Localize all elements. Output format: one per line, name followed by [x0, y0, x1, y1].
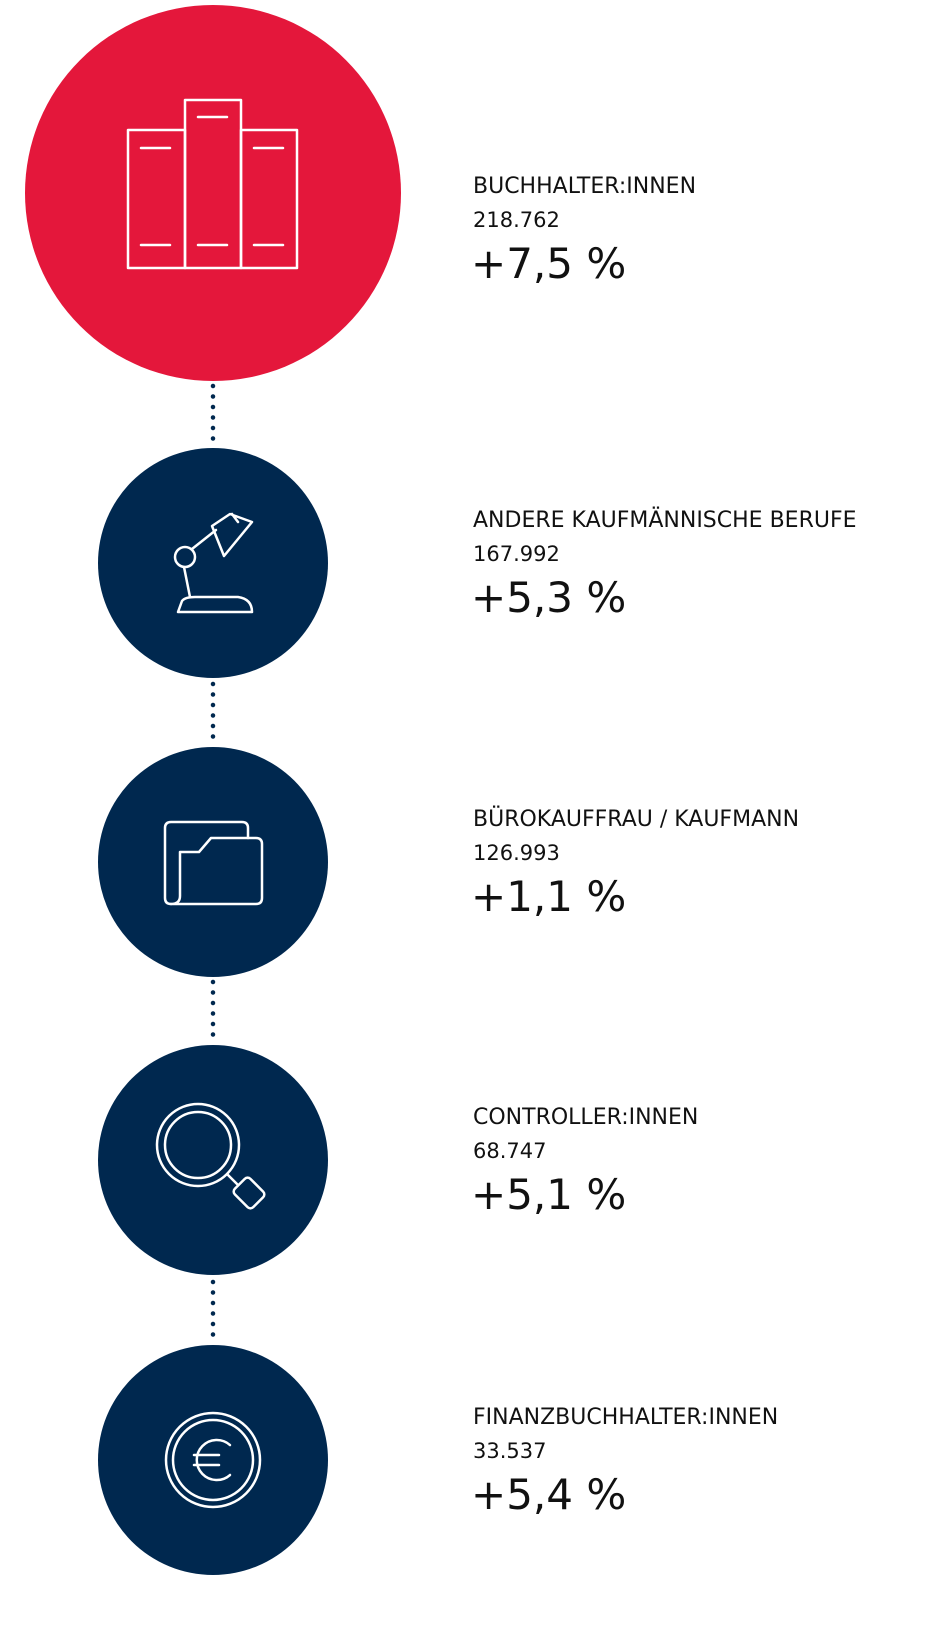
- change: +7,5 %: [471, 239, 626, 288]
- lamp-head: [210, 512, 254, 558]
- label: BÜROKAUFFRAU / KAUFMANN: [473, 806, 799, 832]
- binder-icon: [126, 98, 299, 270]
- circle: [98, 448, 328, 678]
- binder-lines: [139, 115, 285, 247]
- change: +1,1 %: [471, 872, 626, 921]
- label: BUCHHALTER:INNEN: [473, 174, 696, 199]
- label: ANDERE KAUFMÄNNISCHE BERUFE: [473, 507, 857, 533]
- label: FINANZBUCHHALTER:INNEN: [473, 1405, 778, 1430]
- count: 33.537: [473, 1439, 546, 1463]
- folder-back: [163, 820, 250, 906]
- magnifier-icon: [155, 1102, 266, 1210]
- lamp-icon: [173, 512, 254, 614]
- coin-outer: [164, 1411, 262, 1509]
- count: 68.747: [473, 1139, 546, 1163]
- count: 167.992: [473, 542, 560, 566]
- euro-icon: [164, 1411, 262, 1509]
- circle: [98, 1345, 328, 1575]
- lamp-base: [176, 595, 254, 614]
- circle: [98, 1045, 328, 1275]
- circle: [98, 747, 328, 977]
- count: 218.762: [473, 208, 560, 232]
- euro-sign: [192, 1438, 232, 1482]
- lamp-arm: [182, 528, 218, 599]
- binder: [239, 128, 299, 270]
- coin-inner: [171, 1418, 255, 1502]
- count: 126.993: [473, 841, 560, 865]
- label: CONTROLLER:INNEN: [473, 1105, 698, 1130]
- folder-icon: [163, 820, 264, 906]
- circle: [25, 5, 401, 381]
- folder-front: [169, 836, 264, 906]
- change: +5,3 %: [471, 573, 626, 622]
- change: +5,4 %: [471, 1470, 626, 1519]
- change: +5,1 %: [471, 1170, 626, 1219]
- lens-outer: [155, 1102, 241, 1188]
- handle-neck: [225, 1172, 240, 1187]
- lens-inner: [163, 1110, 233, 1180]
- handle: [232, 1176, 266, 1210]
